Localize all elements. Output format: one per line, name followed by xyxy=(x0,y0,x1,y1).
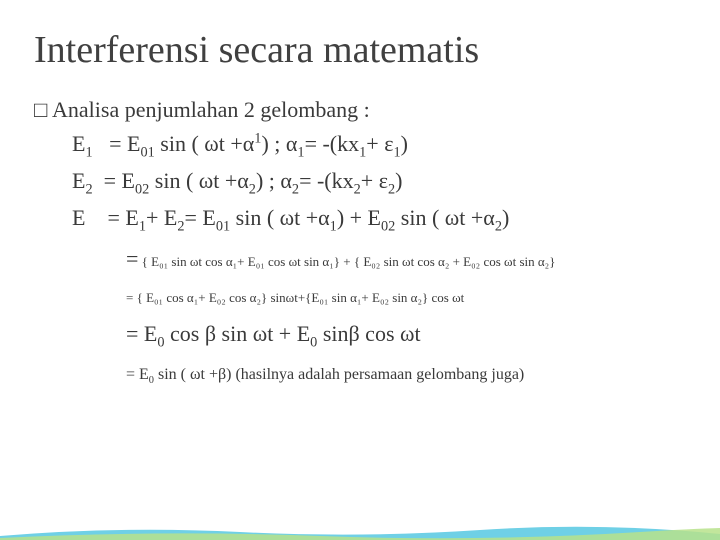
eq2-b: sin ( ωt +α xyxy=(149,168,249,193)
eq1-b: sin ( ωt +α xyxy=(155,131,255,156)
eq4-eq: = xyxy=(126,246,138,271)
eq3-f: sin ( ωt +α xyxy=(395,205,495,230)
eq3-lhs: E xyxy=(72,205,85,230)
eq-2: E2 = E02 sin ( ωt +α2) ; α2= -(kx2+ ε2) xyxy=(34,165,686,200)
eq1-lhs: E xyxy=(72,131,85,156)
eq2-f: ) xyxy=(395,168,402,193)
eq2-lhs: E xyxy=(72,168,85,193)
eq7-a: = E xyxy=(126,366,149,383)
eq6-b: cos β sin ωt + E xyxy=(165,321,311,346)
eq3-f-sub: 2 xyxy=(495,219,502,235)
eq2-c: ) ; α xyxy=(256,168,292,193)
slide: Interferensi secara matematis □Analisa p… xyxy=(0,0,720,540)
eq6-a-sub: 0 xyxy=(157,334,164,350)
eq-5: = { E₀₁ cos α₁+ E₀₂ cos α₂} sinωt+{E₀₁ s… xyxy=(34,289,686,308)
eq3-d-sub: 1 xyxy=(330,219,337,235)
eq3-g: ) xyxy=(502,205,509,230)
eq-7: = E0 sin ( ωt +β) (hasilnya adalah persa… xyxy=(34,363,686,388)
eq2-e: + ε xyxy=(361,168,388,193)
eq4-text: { E₀₁ sin ωt cos α₁+ E₀₁ cos ωt sin α₁} … xyxy=(138,254,555,269)
eq1-c: ) ; α xyxy=(261,131,297,156)
eq3-a-sub: 1 xyxy=(139,219,146,235)
eq3-e: ) + E xyxy=(337,205,381,230)
eq3-a: = E xyxy=(107,205,138,230)
eq1-f: ) xyxy=(401,131,408,156)
eq1-a: = E xyxy=(109,131,140,156)
eq2-a: = E xyxy=(104,168,135,193)
eq3-b: + E xyxy=(146,205,177,230)
eq2-c-sub: 2 xyxy=(292,181,299,197)
line-intro: □Analisa penjumlahan 2 gelombang : xyxy=(34,94,686,126)
eq1-lhs-sub: 1 xyxy=(85,144,92,160)
eq1-e-sub: 1 xyxy=(393,144,400,160)
bullet-icon: □ xyxy=(34,94,52,126)
intro-text: Analisa penjumlahan 2 gelombang : xyxy=(52,97,370,122)
eq3-c: = E xyxy=(184,205,215,230)
eq2-d: = -(kx xyxy=(299,168,354,193)
eq2-a-sub: 02 xyxy=(135,181,149,197)
eq-4: = { E₀₁ sin ωt cos α₁+ E₀₁ cos ωt sin α₁… xyxy=(34,243,686,275)
eq6-a: = E xyxy=(126,321,157,346)
eq6-c: sinβ cos ωt xyxy=(317,321,420,346)
eq2-d-sub: 2 xyxy=(354,181,361,197)
eq1-d: = -(kx xyxy=(305,131,360,156)
slide-title: Interferensi secara matematis xyxy=(34,28,686,72)
eq7-b: sin ( ωt +β) (hasilnya adalah persamaan … xyxy=(154,366,524,383)
slide-body: □Analisa penjumlahan 2 gelombang : E1 = … xyxy=(34,94,686,388)
eq3-d: sin ( ωt +α xyxy=(230,205,330,230)
decoration-bottom xyxy=(0,522,720,540)
eq-6: = E0 cos β sin ωt + E0 sinβ cos ωt xyxy=(34,318,686,353)
eq-3: E = E1+ E2= E01 sin ( ωt +α1) + E02 sin … xyxy=(34,202,686,237)
eq2-lhs-sub: 2 xyxy=(85,181,92,197)
eq2-b-sub: 2 xyxy=(249,181,256,197)
eq3-c-sub: 01 xyxy=(216,219,230,235)
eq3-e-sub: 02 xyxy=(381,219,395,235)
eq1-c-sub: 1 xyxy=(297,144,304,160)
eq-1: E1 = E01 sin ( ωt +α1) ; α1= -(kx1+ ε1) xyxy=(34,128,686,163)
eq1-a-sub: 01 xyxy=(140,144,154,160)
eq1-e: + ε xyxy=(366,131,393,156)
